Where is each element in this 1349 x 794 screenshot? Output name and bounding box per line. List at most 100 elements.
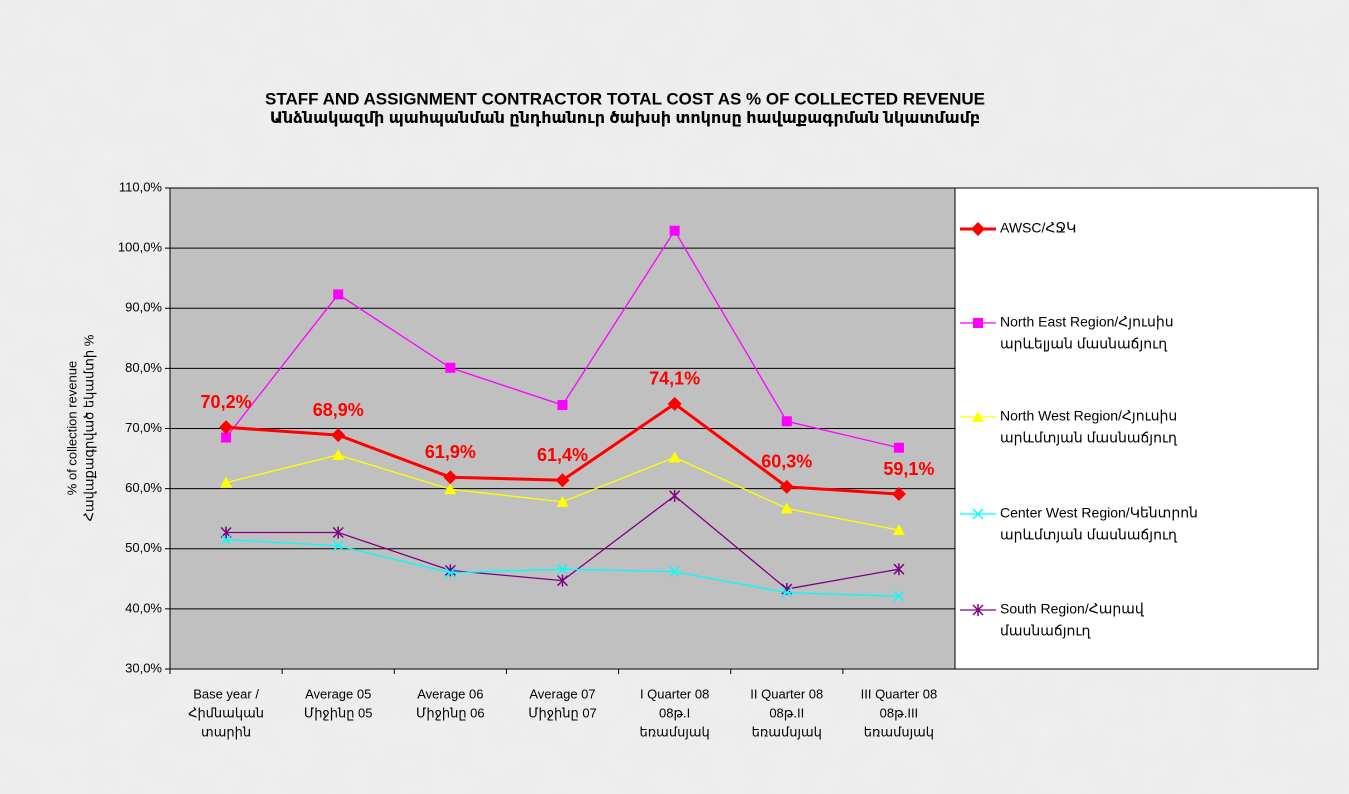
data-label: 61,9%: [425, 442, 476, 462]
marker: [893, 442, 904, 453]
marker: [669, 566, 681, 578]
data-label: 74,1%: [649, 369, 700, 389]
x-tick-label: 08թ.III: [880, 705, 919, 720]
x-tick-label: եռամսյակ: [752, 724, 822, 739]
marker-part: [893, 442, 904, 453]
marker: [669, 225, 680, 236]
y-tick-label: 50,0%: [125, 540, 162, 555]
y-tick-label: 70,0%: [125, 420, 162, 435]
marker-part: [669, 566, 681, 578]
marker-part: [331, 428, 346, 443]
marker: [557, 400, 568, 411]
marker-part: [779, 479, 794, 494]
marker: [973, 318, 983, 328]
marker: [892, 524, 905, 536]
x-tick-label: Average 06: [417, 686, 483, 701]
marker: [893, 563, 905, 576]
x-tick-label: Base year /: [193, 686, 259, 701]
marker: [667, 396, 682, 411]
marker-part: [971, 222, 985, 236]
marker: [971, 222, 985, 236]
y-axis-label: % of collection revenue: [64, 361, 79, 495]
y-tick-label: 30,0%: [125, 660, 162, 675]
marker: [556, 563, 569, 575]
marker: [332, 526, 344, 539]
marker-part: [333, 289, 344, 300]
x-tick-label: 08թ.I: [659, 705, 690, 720]
marker-part: [972, 411, 984, 422]
marker-part: [781, 416, 792, 427]
marker: [972, 604, 984, 616]
marker: [555, 473, 570, 488]
marker: [972, 508, 984, 520]
marker-part: [445, 362, 456, 373]
x-tick-label: եռամսյակ: [864, 724, 934, 739]
x-tick-label: Միջինը 06: [416, 705, 485, 720]
legend-label: North East Region/Հյուսիս: [1000, 314, 1174, 330]
y-tick-label: 80,0%: [125, 360, 162, 375]
marker-part: [444, 564, 456, 577]
marker-part: [669, 225, 680, 236]
marker: [779, 479, 794, 494]
y-tick-label: 110,0%: [119, 179, 163, 194]
marker: [444, 483, 457, 495]
legend-label: Center West Region/Կենտրոն: [1000, 505, 1198, 521]
legend-label: AWSC/ՀՋԿ: [1000, 220, 1076, 236]
marker: [332, 540, 344, 552]
marker: [443, 470, 458, 485]
x-tick-label: եռամսյակ: [640, 724, 710, 739]
marker-part: [220, 534, 232, 546]
marker: [972, 411, 984, 422]
marker-part: [556, 574, 569, 587]
x-tick-label: Միջինը 05: [304, 705, 373, 720]
marker-part: [332, 526, 344, 539]
marker: [221, 432, 232, 443]
marker: [444, 564, 456, 577]
marker: [444, 567, 456, 579]
marker-part: [221, 432, 232, 443]
marker-part: [780, 502, 793, 514]
marker: [331, 428, 346, 443]
legend-label: մասնաճյուղ: [1000, 623, 1091, 639]
marker: [220, 476, 233, 488]
marker: [333, 289, 344, 300]
x-tick-label: III Quarter 08: [861, 686, 938, 701]
data-label: 60,3%: [761, 452, 812, 472]
legend-label: արևմտյան մասնաճյուղ: [1000, 527, 1178, 543]
marker-part: [332, 448, 345, 460]
marker-part: [667, 396, 682, 411]
x-tick-label: Հիմնական: [188, 705, 264, 720]
marker-part: [891, 487, 906, 502]
data-label: 59,1%: [883, 459, 934, 479]
marker-part: [332, 540, 344, 552]
y-axis-label: Հավաքագրված եկամտի %: [81, 334, 96, 521]
marker: [780, 502, 793, 514]
x-tick-label: II Quarter 08: [750, 686, 823, 701]
marker-part: [555, 473, 570, 488]
data-label: 68,9%: [313, 400, 364, 420]
chart-subtitle: Անձնակազմի պահպանման ընդհանուր ծախսի տոկ…: [270, 110, 980, 127]
marker: [219, 420, 234, 435]
marker: [669, 489, 681, 502]
y-tick-label: 40,0%: [125, 600, 162, 615]
y-tick-label: 100,0%: [118, 240, 163, 255]
marker-part: [557, 400, 568, 411]
y-tick-label: 90,0%: [125, 300, 162, 315]
data-label: 61,4%: [537, 445, 588, 465]
legend-label: South Region/Հարավ: [1000, 601, 1145, 617]
marker-part: [972, 508, 984, 520]
marker-part: [893, 590, 905, 602]
marker-part: [444, 483, 457, 495]
x-tick-label: Average 05: [305, 686, 371, 701]
marker-part: [669, 489, 681, 502]
marker: [220, 534, 232, 546]
marker: [445, 362, 456, 373]
marker: [556, 495, 569, 507]
x-tick-label: Միջինը 07: [528, 705, 597, 720]
x-tick-label: 08թ.II: [769, 705, 804, 720]
marker-part: [781, 587, 793, 599]
marker: [891, 487, 906, 502]
marker-part: [972, 604, 984, 616]
legend-label: արևելյան մասնաճյուղ: [1000, 336, 1168, 352]
marker-part: [892, 524, 905, 536]
